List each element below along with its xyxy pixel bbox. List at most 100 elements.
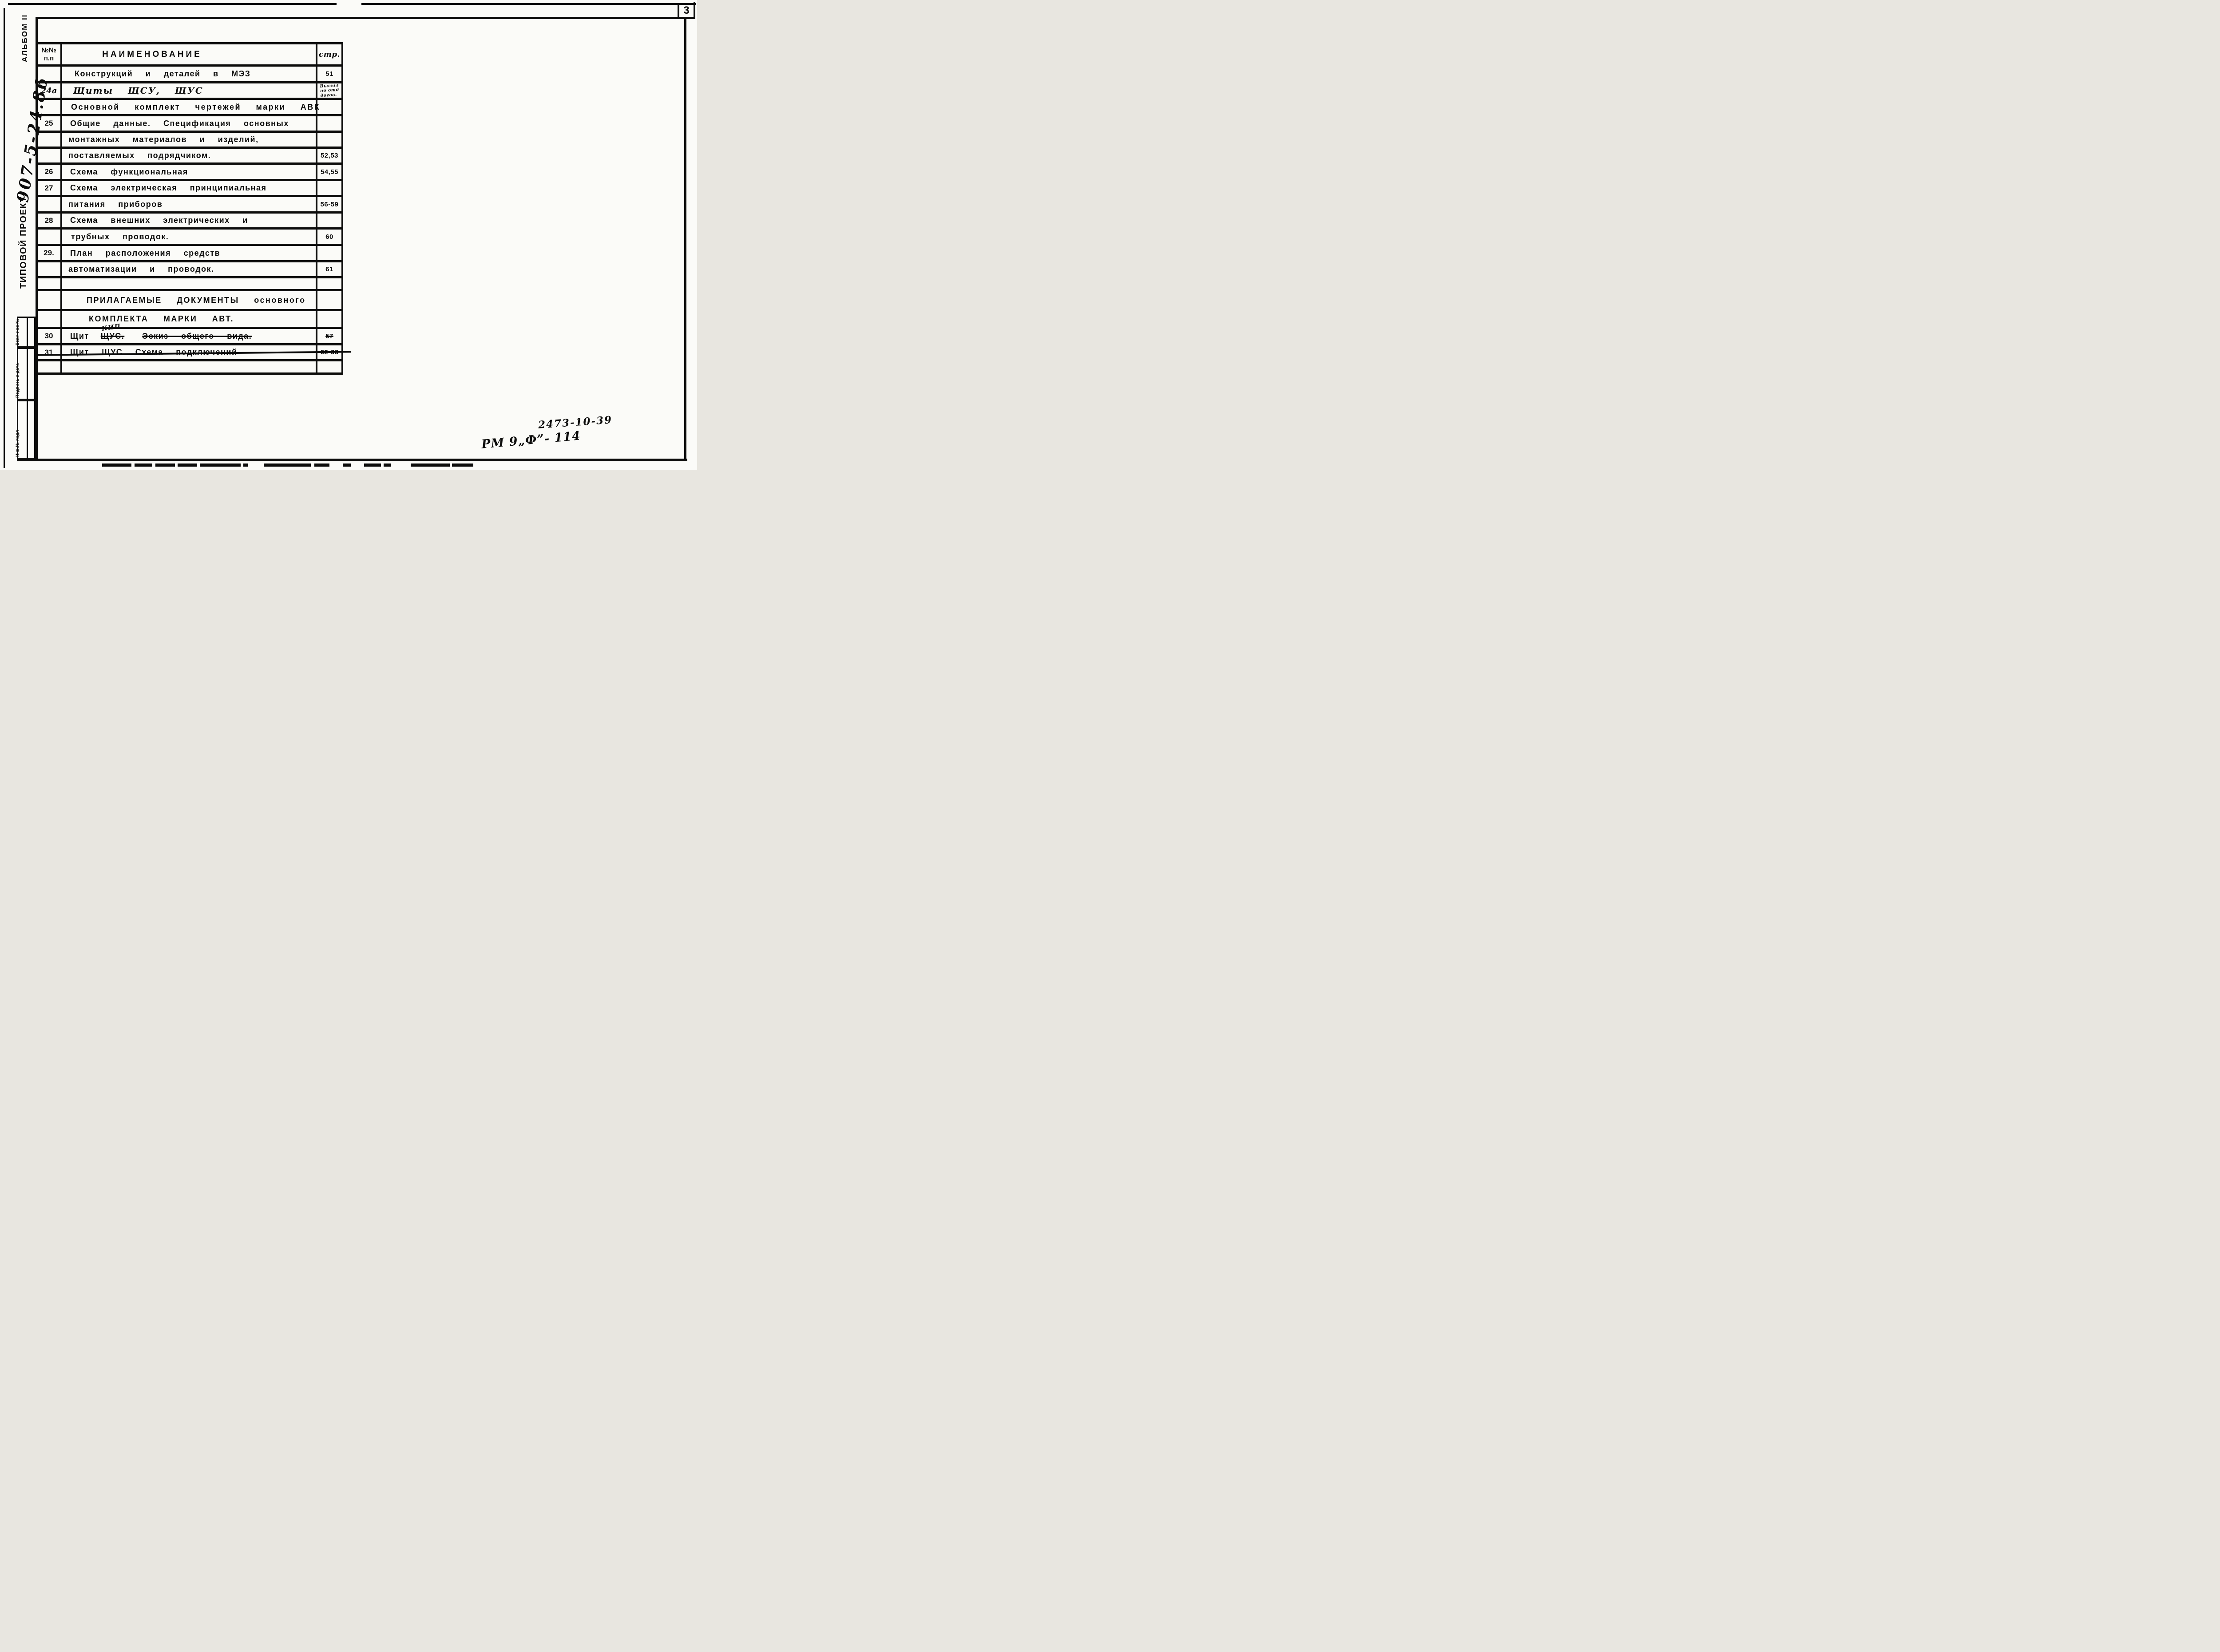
row-number: 28 [44,216,53,225]
table-row: 26 Схема функциональная 54,55 [36,165,343,181]
ref-number-handwritten: РМ 9„Ф”- 114 [481,429,581,452]
scan-artifact [364,464,381,467]
table-body: Конструкций и деталей в МЭЗ 51 24а Щиты ЩСУ… [36,67,351,375]
project-type-label: ТИПОВОЙ ПРОЕКТ [19,196,28,289]
frame-border-left [36,17,38,461]
row-page [317,361,343,372]
row-page: 61 [325,265,333,273]
frame-border-bottom [17,459,687,461]
sheet-number: 3 [683,4,690,16]
header-number-line2: п.п [44,54,54,62]
row-number: 30 [44,332,53,340]
handwritten-page-note: Высыл по отд догов. [319,83,339,98]
scan-artifact [314,464,329,467]
row-page: 56-59 [320,200,339,208]
column-divider [316,44,317,375]
row-page: 57 [325,332,333,340]
sheet-number-box-line [694,2,695,18]
header-name-column: НАИМЕНОВАНИЕ [62,44,317,64]
scan-artifact [178,464,197,467]
table-row: питания приборов 56-59 [36,197,343,214]
header-page-column: стр. [317,44,343,64]
table-row-blank [36,361,343,375]
scan-artifact [200,464,241,467]
row-page: 60 [325,233,333,241]
row-title: Схема функциональная [70,167,188,176]
table-row: 30 Щит ЩУС. КИП Эскиз общего вида. 57 [36,322,343,345]
row-number: 27 [44,183,53,192]
header-number-column: №№ п.п [36,44,62,64]
table-row: 25 Общие данные. Спецификация основных [36,116,343,133]
section-title: КОМПЛЕКТА МАРКИ АВТ. [89,314,234,323]
row-number: 29. [44,249,54,257]
section-title: Основной комплект чертежей марки АВК [71,102,321,111]
doc-number-handwritten: 2473-10-39 [538,414,613,431]
stamp-box-vzam-inv: Взам инв № [15,317,36,348]
page-edge-line [4,8,5,468]
stamp-label: Инв.№ подл [15,430,20,457]
row-number [36,230,62,244]
table-right-border [341,44,343,375]
scan-artifact [343,464,351,467]
page-edge-line [361,3,696,5]
row-number: 31 [44,348,53,357]
row-number: 25 [44,119,53,127]
table-row: трубных проводок. 60 [36,230,343,246]
sheet-number-box-line [678,4,679,18]
header-name-label: НАИМЕНОВАНИЕ [102,49,202,59]
row-page [317,291,343,309]
row-number [36,100,62,114]
scan-artifact [264,464,311,467]
row-title: Схема электрическая принципиальная [70,183,267,192]
table-row: КОМПЛЕКТА МАРКИ АВТ. [36,311,343,329]
column-divider [60,44,62,375]
album-label: АЛЬБОМ II [20,14,29,62]
stamp-box-inv-podl: Инв.№ подл [15,400,36,459]
table-row: автоматизации и проводок. 61 [36,262,343,278]
contents-table: №№ п.п НАИМЕНОВАНИЕ стр. Конструкций и д… [36,42,351,375]
row-number [36,133,62,147]
row-number [36,291,62,309]
row-number [36,67,62,81]
row-page [317,278,343,289]
table-row: ПРИЛАГАЕМЫЕ ДОКУМЕНТЫ основного [36,291,343,311]
row-page [317,214,343,227]
row-page [317,246,343,260]
scanned-drawing-index-page: 3 АЛЬБОМ II 907-5-24.86 ТИПОВОЙ ПРОЕКТ В… [0,0,697,470]
row-number [36,278,62,289]
stamp-label: Подпись и дата [15,363,20,398]
row-number [36,262,62,276]
row-number [36,149,62,162]
row-page: 51 [325,70,333,78]
row-title: Щит ЩУС. КИП Эскиз общего вида. [70,322,252,341]
frame-border-right [684,18,686,461]
row-page: Высыл по отд догов. [317,83,343,98]
row-number [36,361,62,372]
row-number: 24а [40,86,57,95]
row-title: Общие данные. Спецификация основных [70,119,289,128]
table-row-blank [36,278,343,291]
row-title: Щиты ЩСУ, ЩУС [73,85,203,96]
row-number [36,311,62,327]
scan-artifact [102,464,131,467]
scan-artifact [243,464,248,467]
scan-artifact [135,464,152,467]
header-page-label: стр. [318,50,341,59]
table-row: Конструкций и деталей в МЭЗ 51 [36,67,343,83]
row-number [36,197,62,211]
row-title: Конструкций и деталей в МЭЗ [75,69,251,78]
table-row: поставляемых подрядчиком. 52,53 [36,149,343,165]
row-page: 52,53 [320,152,339,159]
row-page [317,133,343,147]
header-number-line1: №№ [41,47,56,55]
row-title: питания приборов [68,199,163,209]
scan-artifact [384,464,391,467]
table-row: 24а Щиты ЩСУ, ЩУС Высыл по отд догов. [36,83,343,100]
row-title: План расположения средств [70,248,221,258]
table-row: Основной комплект чертежей марки АВК [36,100,343,116]
row-title: поставляемых подрядчиком. [68,151,211,160]
row-title: Схема внешних электрических и [70,216,248,225]
row-page: 54,55 [320,168,339,176]
row-page [317,100,343,114]
